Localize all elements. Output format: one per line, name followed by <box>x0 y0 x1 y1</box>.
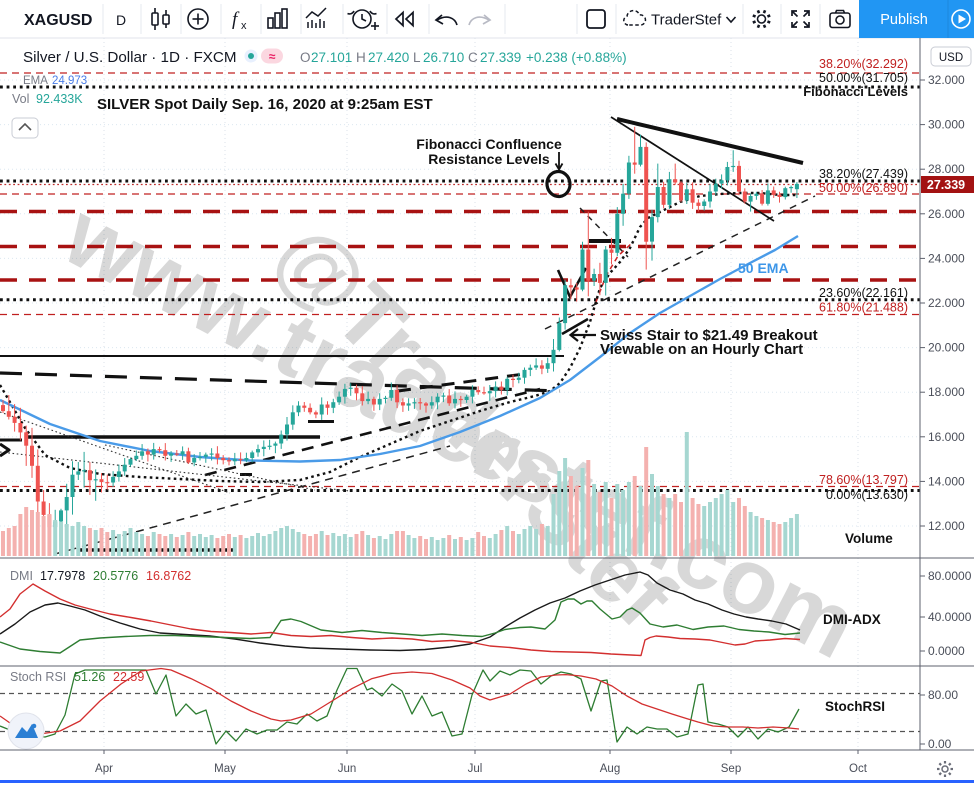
svg-text:61.80%(21.488): 61.80%(21.488) <box>819 301 908 315</box>
svg-text:Apr: Apr <box>95 763 113 775</box>
svg-text:16.8762: 16.8762 <box>146 569 191 583</box>
svg-text:Jun: Jun <box>338 763 357 775</box>
svg-text:XAGUSD: XAGUSD <box>24 12 92 29</box>
svg-text:20.000: 20.000 <box>928 341 965 355</box>
svg-text:22.59: 22.59 <box>113 670 144 684</box>
svg-text:27.339: 27.339 <box>927 178 965 192</box>
svg-text:14.000: 14.000 <box>928 474 965 488</box>
svg-text:32.000: 32.000 <box>928 73 965 87</box>
svg-text:0.00: 0.00 <box>928 737 952 751</box>
svg-text:Swiss Stair to $21.49 Breakout: Swiss Stair to $21.49 Breakout <box>600 327 818 344</box>
svg-text:Vol: Vol <box>12 92 29 106</box>
svg-text:Jul: Jul <box>468 763 483 775</box>
svg-text:28.000: 28.000 <box>928 162 965 176</box>
svg-text:Silver / U.S. Dollar · 1D · FX: Silver / U.S. Dollar · 1D · FXCM <box>23 49 237 66</box>
svg-text:≈: ≈ <box>269 50 276 64</box>
svg-text:DMI-ADX: DMI-ADX <box>823 612 881 627</box>
svg-text:Fibonacci Confluence: Fibonacci Confluence <box>416 136 562 152</box>
svg-text:24.973: 24.973 <box>52 75 87 87</box>
svg-text:40.0000: 40.0000 <box>928 610 972 624</box>
svg-text:O: O <box>300 50 311 65</box>
svg-text:x: x <box>241 20 247 32</box>
svg-text:17.7978: 17.7978 <box>40 569 85 583</box>
svg-text:50.00%(31.705): 50.00%(31.705) <box>819 71 908 85</box>
svg-text:Resistance Levels: Resistance Levels <box>428 151 550 167</box>
svg-text:SILVER Spot Daily Sep. 16, 202: SILVER Spot Daily Sep. 16, 2020 at 9:25a… <box>97 96 433 113</box>
svg-text:Stoch RSI: Stoch RSI <box>10 670 66 684</box>
svg-text:0.00%(13.630): 0.00%(13.630) <box>826 488 908 502</box>
svg-text:22.000: 22.000 <box>928 296 965 310</box>
svg-text:26.710: 26.710 <box>423 50 464 65</box>
svg-text:Aug: Aug <box>600 763 620 775</box>
svg-text:Viewable on an Hourly Chart: Viewable on an Hourly Chart <box>600 341 803 358</box>
svg-text:51.26: 51.26 <box>74 670 105 684</box>
svg-text:27.101: 27.101 <box>311 50 352 65</box>
svg-text:23.60%(22.161): 23.60%(22.161) <box>819 286 908 300</box>
svg-text:H: H <box>356 50 366 65</box>
svg-text:18.000: 18.000 <box>928 385 965 399</box>
svg-text:38.20%(32.292): 38.20%(32.292) <box>819 57 908 71</box>
svg-text:May: May <box>214 763 236 775</box>
svg-text:Volume: Volume <box>845 531 893 546</box>
svg-text:Oct: Oct <box>849 763 868 775</box>
svg-text:StochRSI: StochRSI <box>825 699 885 714</box>
svg-text:27.339: 27.339 <box>480 50 521 65</box>
svg-text:80.0000: 80.0000 <box>928 569 972 583</box>
svg-text:50 EMA: 50 EMA <box>738 260 789 276</box>
svg-text:C: C <box>468 50 478 65</box>
svg-text:50.00%(26.890): 50.00%(26.890) <box>819 181 908 195</box>
svg-text:USD: USD <box>939 52 963 64</box>
svg-text:20.5776: 20.5776 <box>93 569 138 583</box>
svg-text:DMI: DMI <box>10 569 33 583</box>
svg-text:78.60%(13.797): 78.60%(13.797) <box>819 473 908 487</box>
svg-text:30.000: 30.000 <box>928 118 965 132</box>
svg-text:L: L <box>413 50 421 65</box>
svg-text:80.00: 80.00 <box>928 688 958 702</box>
svg-text:16.000: 16.000 <box>928 430 965 444</box>
svg-text:Sep: Sep <box>721 763 741 775</box>
svg-text:38.20%(27.439): 38.20%(27.439) <box>819 167 908 181</box>
svg-text:24.000: 24.000 <box>928 251 965 265</box>
svg-text:26.000: 26.000 <box>928 207 965 221</box>
svg-text:27.420: 27.420 <box>368 50 409 65</box>
svg-text:12.000: 12.000 <box>928 519 965 533</box>
svg-text:Publish: Publish <box>880 12 928 28</box>
svg-text:D: D <box>116 12 126 28</box>
svg-text:EMA: EMA <box>23 75 48 87</box>
svg-text:Fibonacci Levels: Fibonacci Levels <box>803 84 908 99</box>
svg-text:92.433K: 92.433K <box>36 92 83 106</box>
svg-text:0.0000: 0.0000 <box>928 644 965 658</box>
svg-text:f: f <box>232 9 240 30</box>
svg-text:+0.238 (+0.88%): +0.238 (+0.88%) <box>526 50 627 65</box>
svg-text:TraderStef: TraderStef <box>651 12 722 29</box>
